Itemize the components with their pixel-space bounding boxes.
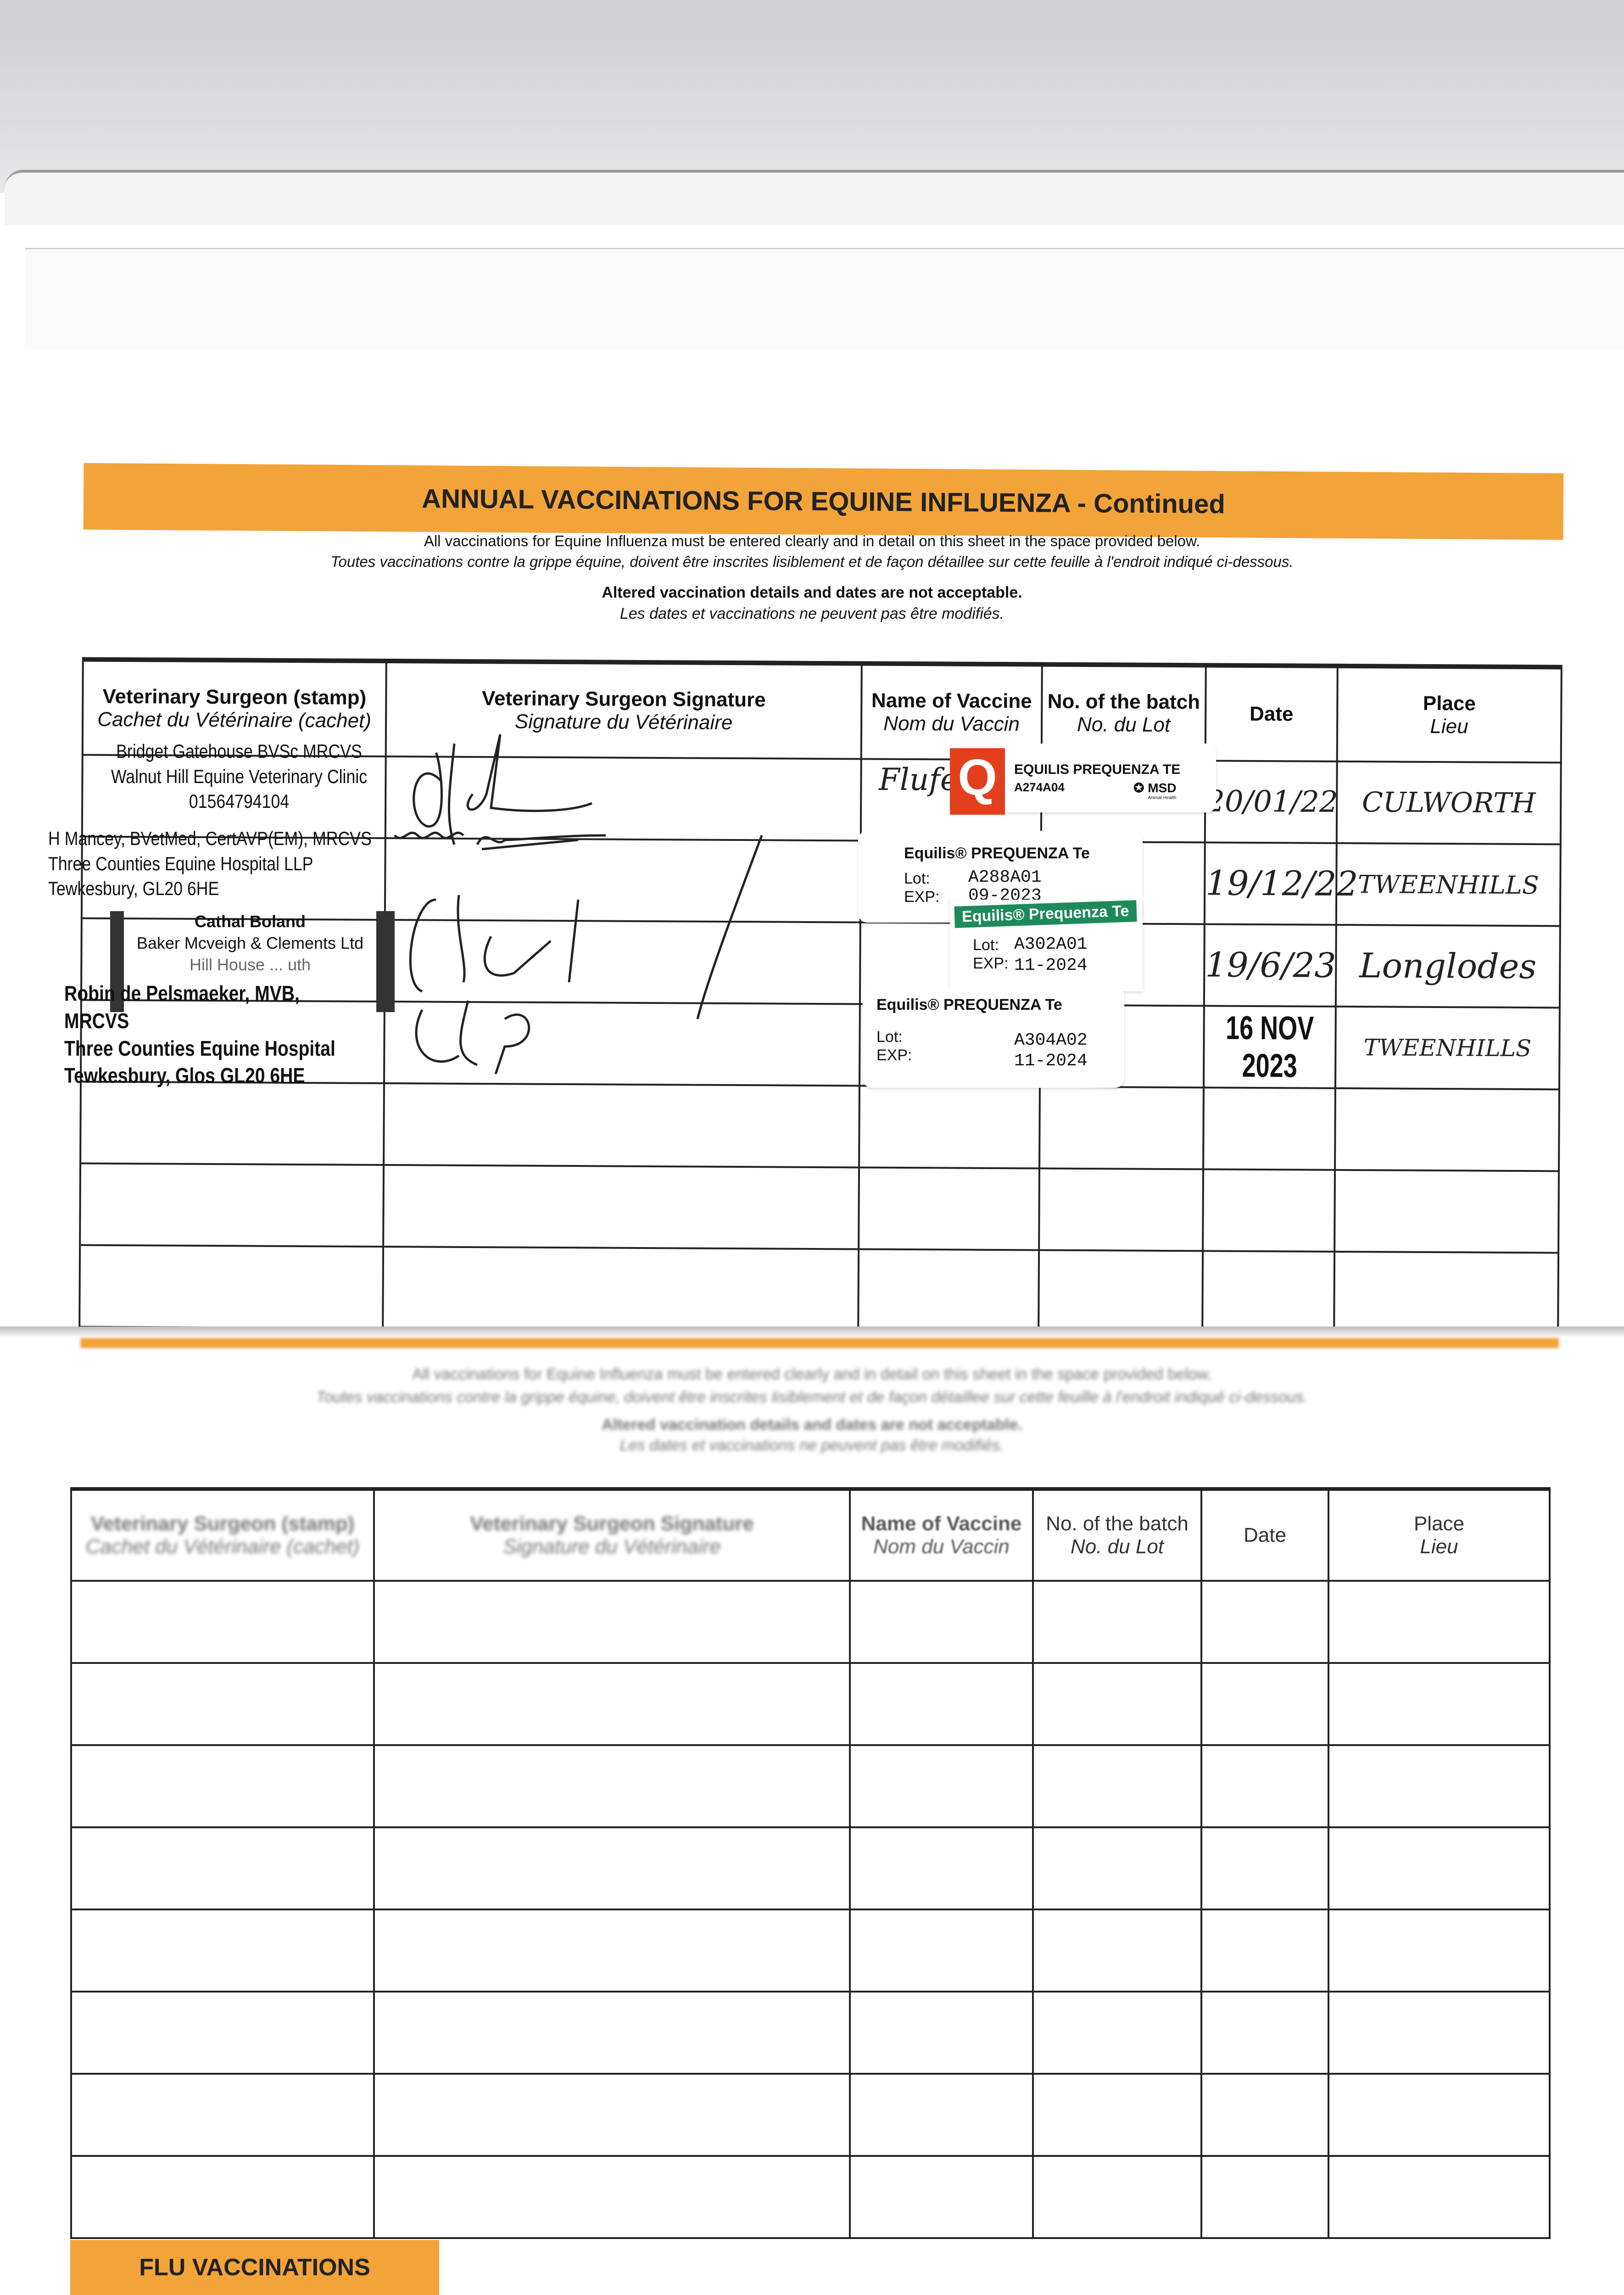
signature-2 <box>394 831 763 1019</box>
table-row <box>70 1909 1551 1993</box>
page-title: ANNUAL VACCINATIONS FOR EQUINE INFLUENZA… <box>421 483 1226 520</box>
blurred-warning-en: Altered vaccination details and dates ar… <box>602 1416 1022 1433</box>
table-row <box>70 1662 1551 1746</box>
signatures <box>394 734 763 1074</box>
col-place: Place Lieu <box>1328 1488 1551 1582</box>
warning-en: Altered vaccination details and dates ar… <box>602 584 1022 601</box>
blurred-instruction-fr: Toutes vaccinations contre la grippe équ… <box>316 1388 1308 1406</box>
date-stamp: 16 NOV 2023 <box>1220 1006 1320 1088</box>
scan-background <box>0 0 1624 193</box>
warning-fr: Les dates et vaccinations ne peuvent pas… <box>619 605 1005 622</box>
col-place: Place Lieu <box>1337 666 1562 763</box>
vaccine-handwritten: Flufe <box>879 762 958 797</box>
place-cell: CULWORTH <box>1336 761 1561 845</box>
vaccine-label-3: Equilis® Prequenza Te Lot: A302A01 EXP: … <box>950 900 1143 991</box>
table-row <box>79 1245 1559 1335</box>
place-cell: TWEENHILLS <box>1335 1006 1560 1090</box>
place-cell: TWEENHILLS <box>1336 843 1561 926</box>
date-cell: 19/12/22 <box>1204 842 1358 925</box>
col-stamp: Veterinary Surgeon (stamp) Cachet du Vété… <box>70 1488 375 1582</box>
blurred-instruction-en: All vaccinations for Equine Influenza mu… <box>412 1366 1212 1383</box>
footer-banner: FLU VACCINATIONS <box>70 2240 439 2295</box>
signature-4 <box>415 1000 530 1074</box>
signature-1 <box>413 734 592 845</box>
table-row <box>70 1744 1551 1828</box>
instruction-fr: Toutes vaccinations contre la grippe équ… <box>330 553 1294 570</box>
brand-q-logo: Q <box>950 748 1005 815</box>
table-row <box>70 2073 1551 2157</box>
vaccine-label-1: Q EQUILIS PREQUENZA TE A274A04 ✪ MSD Anim… <box>950 744 1216 815</box>
table-row <box>70 1991 1551 2075</box>
place-cell: Longlodes <box>1335 924 1560 1008</box>
date-cell: 20/01/22 <box>1205 761 1338 843</box>
col-date: Date <box>1200 1488 1329 1582</box>
vaccine-label-4: Equilis® PREQUENZA Te Lot: A304A02 EXP: … <box>863 987 1124 1088</box>
table-row <box>70 1826 1551 1910</box>
col-date: Date <box>1205 665 1338 761</box>
blurred-banner <box>80 1338 1559 1348</box>
vaccination-table-2: Veterinary Surgeon (stamp) Cachet du Vété… <box>70 1487 1551 2239</box>
table-row <box>80 1081 1559 1171</box>
signature-3 <box>409 895 580 993</box>
table-row <box>70 1580 1551 1664</box>
date-cell: 19/6/23 <box>1204 924 1336 1007</box>
page-fold <box>0 1327 1624 1338</box>
vet-stamp-1: Bridget Gatehouse BVSc MRCVS Walnut Hill … <box>111 740 368 812</box>
vet-stamp-2: H Mancey, BVetMed, CertAVP(EM), MRCVS Thr… <box>48 828 372 900</box>
title-banner: ANNUAL VACCINATIONS FOR EQUINE INFLUENZA… <box>83 463 1564 540</box>
col-batch: No. of the batch No. du Lot <box>1032 1488 1202 1582</box>
footer-label: FLU VACCINATIONS <box>139 2254 370 2281</box>
vet-stamp-3: Cathal Boland Baker Mcveigh & Clements Lt… <box>110 911 395 1012</box>
col-signature: Veterinary Surgeon Signature Signature du… <box>373 1488 851 1582</box>
vet-stamp-4: Robin de Pelsmaeker, MVB, MRCVS Three Cou… <box>64 981 335 1088</box>
table-row <box>80 1163 1559 1253</box>
msd-logo: ✪ MSD Animal Health <box>1133 781 1177 800</box>
blurred-warning-fr: Les dates et vaccinations ne peuvent pas… <box>619 1437 1005 1454</box>
col-vaccine: Name of Vaccine Nom du Vaccin <box>849 1488 1034 1582</box>
back-sheet <box>5 170 1624 225</box>
table-row <box>70 2155 1551 2239</box>
instruction-en: All vaccinations for Equine Influenza mu… <box>424 532 1200 549</box>
